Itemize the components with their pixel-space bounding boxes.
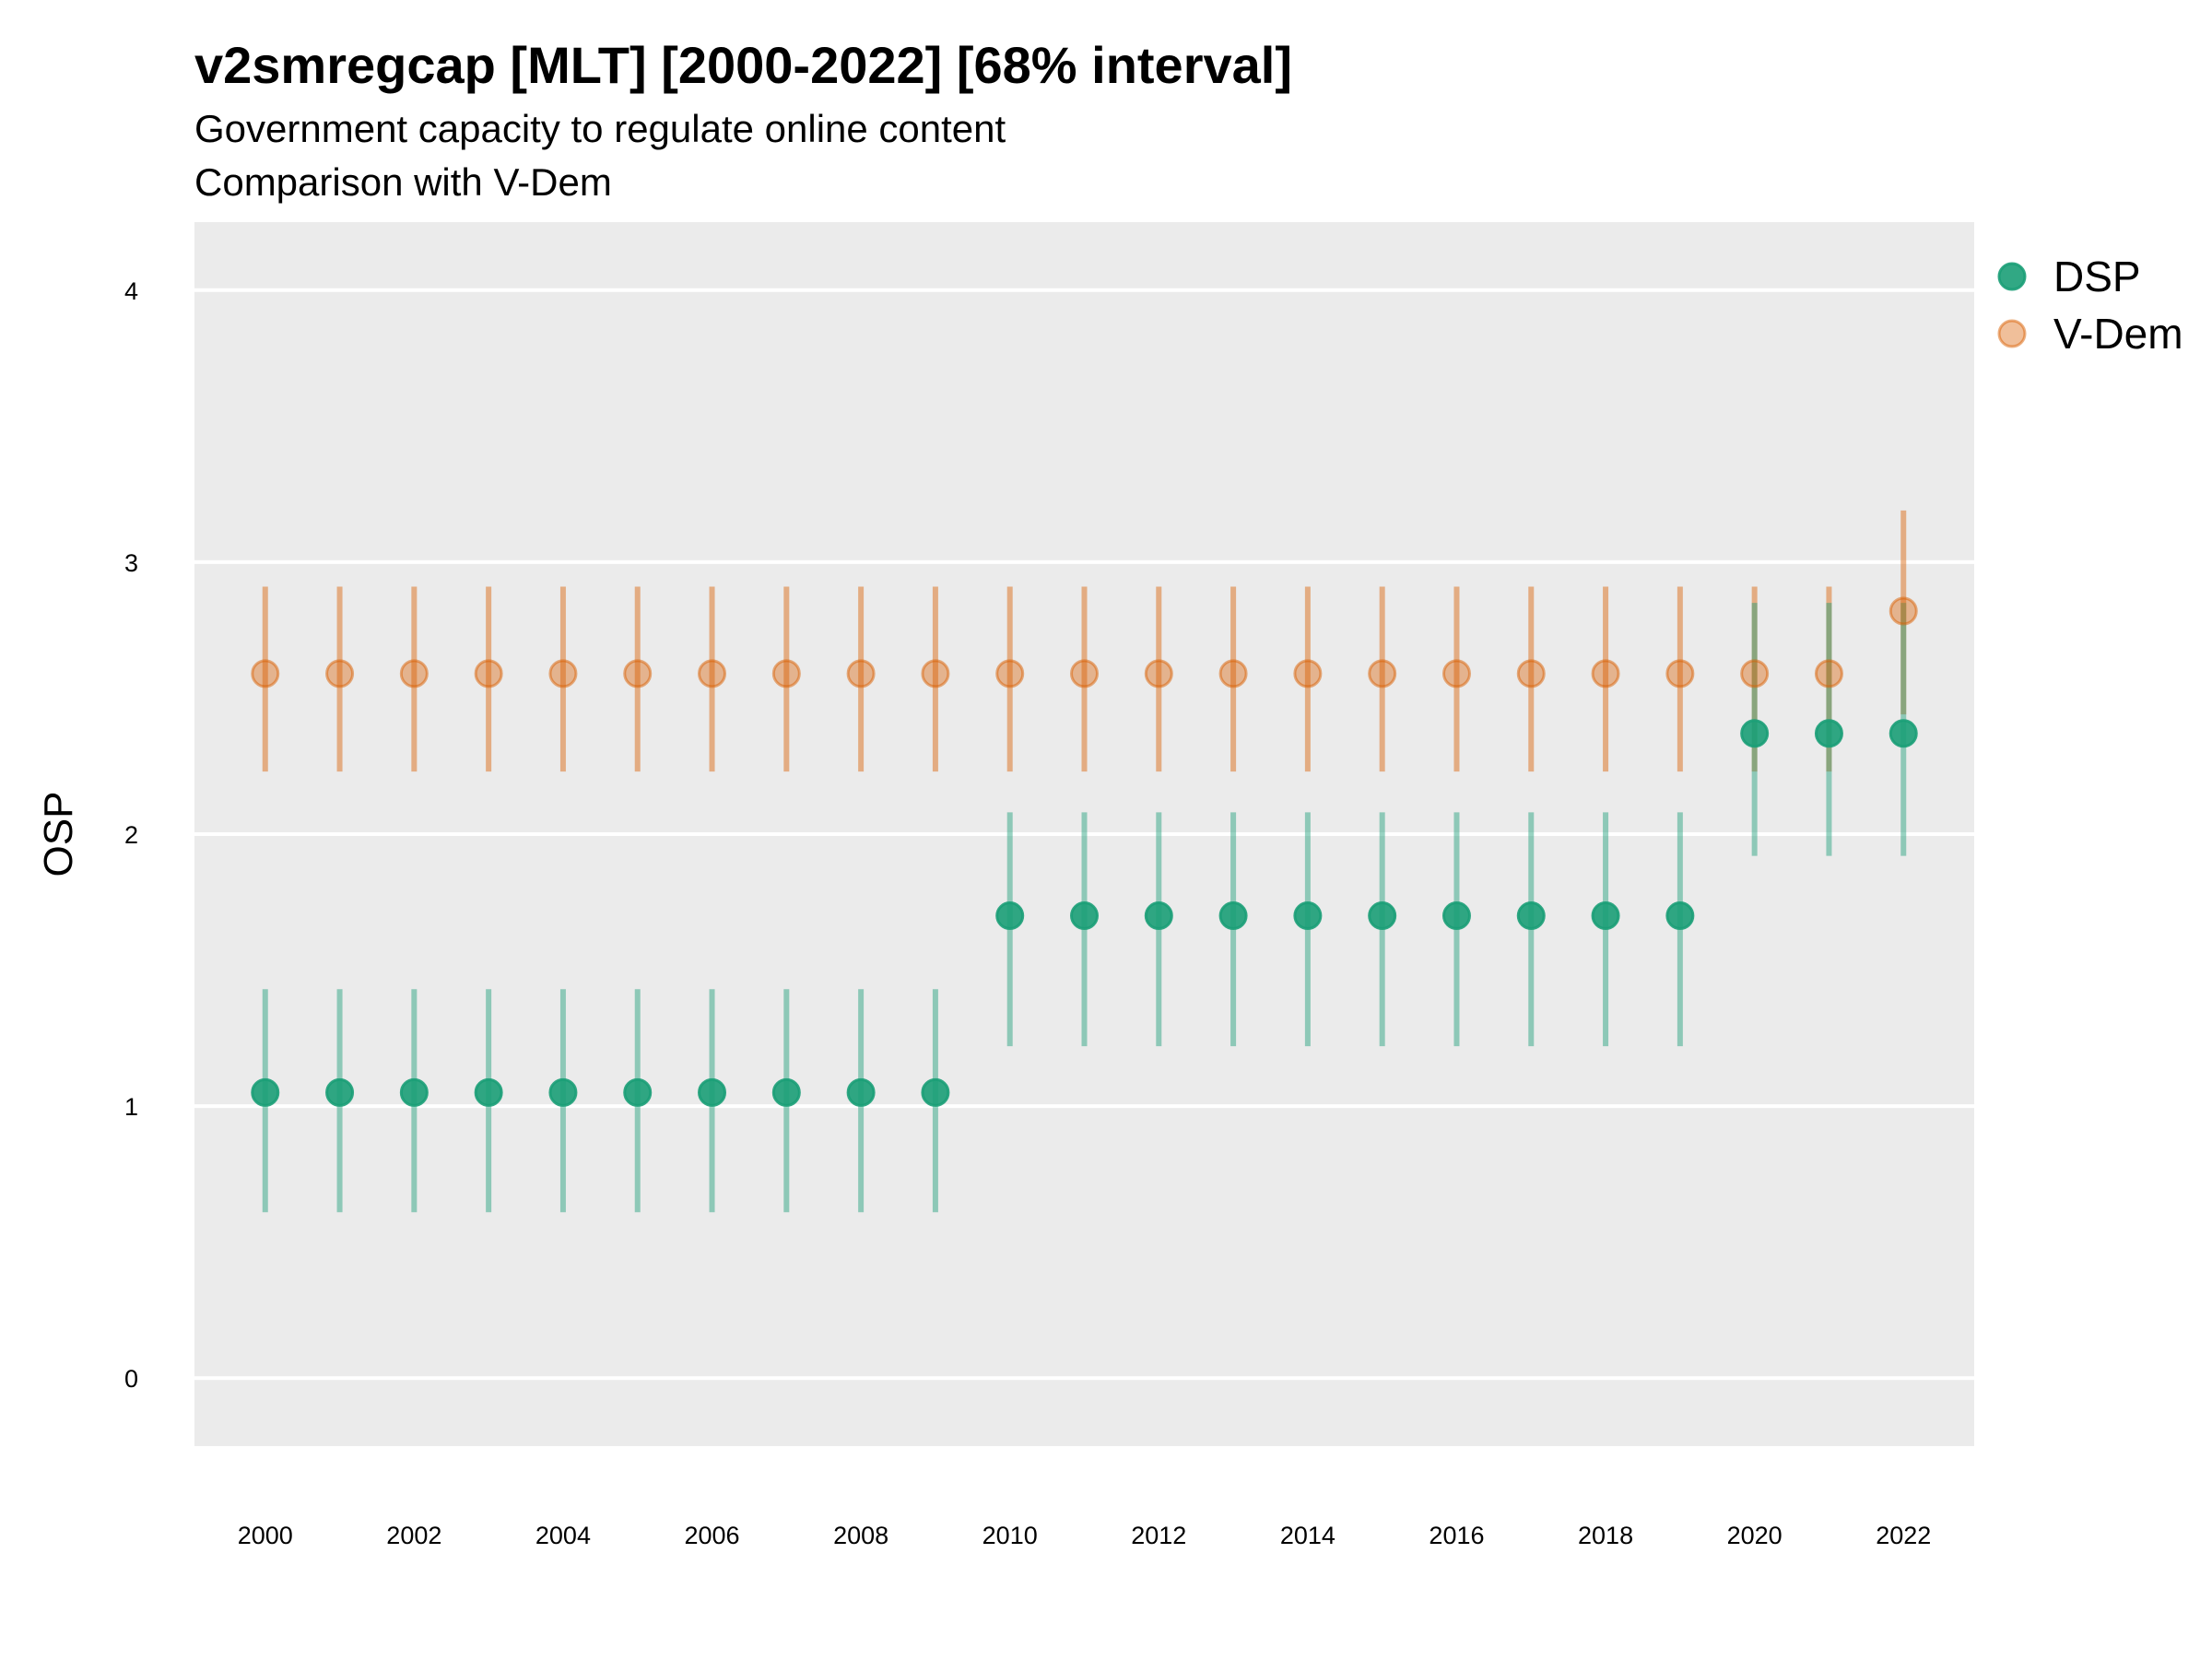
chart-title: v2smregcap [MLT] [2000-2022] [68% interv… bbox=[194, 36, 1292, 94]
data-point bbox=[251, 1077, 280, 1107]
x-tick-label: 2014 bbox=[1280, 1522, 1335, 1549]
data-point bbox=[399, 1077, 429, 1107]
data-point bbox=[698, 659, 727, 688]
data-point bbox=[1441, 901, 1471, 931]
legend-label: V-Dem bbox=[2053, 310, 2183, 358]
data-point bbox=[1218, 659, 1248, 688]
x-tick-label: 2008 bbox=[833, 1522, 888, 1549]
data-point bbox=[623, 1077, 653, 1107]
data-point bbox=[623, 659, 653, 688]
data-point bbox=[1740, 719, 1770, 748]
series-dsp-points bbox=[251, 719, 1918, 1107]
data-point bbox=[474, 659, 503, 688]
data-point bbox=[1591, 901, 1620, 931]
x-tick-label: 2012 bbox=[1131, 1522, 1186, 1549]
data-point bbox=[1665, 901, 1695, 931]
legend-label: DSP bbox=[2053, 253, 2141, 300]
data-point bbox=[1144, 901, 1173, 931]
y-tick-label: 2 bbox=[124, 821, 138, 849]
data-point bbox=[548, 1077, 578, 1107]
data-point bbox=[1591, 659, 1620, 688]
x-tick-label: 2010 bbox=[982, 1522, 1038, 1549]
x-tick-label: 2000 bbox=[238, 1522, 293, 1549]
data-point bbox=[251, 659, 280, 688]
series-v-dem-points bbox=[251, 596, 1918, 688]
y-tick-label: 4 bbox=[124, 277, 138, 305]
data-point bbox=[1218, 901, 1248, 931]
data-point bbox=[771, 1077, 801, 1107]
legend-key bbox=[1997, 262, 2027, 291]
data-point bbox=[325, 1077, 355, 1107]
data-point bbox=[1441, 659, 1471, 688]
data-point bbox=[698, 1077, 727, 1107]
data-point bbox=[1070, 659, 1099, 688]
data-point bbox=[921, 1077, 950, 1107]
data-point bbox=[921, 659, 950, 688]
x-axis-ticks: 2000 2002 2004 2006 2008 2010 2012 2014 2016 2018… bbox=[238, 1522, 1932, 1549]
y-axis-label: OSP bbox=[36, 792, 81, 877]
data-point bbox=[1368, 901, 1397, 931]
data-point bbox=[325, 659, 355, 688]
data-point bbox=[1814, 659, 1843, 688]
x-tick-label: 2006 bbox=[684, 1522, 739, 1549]
data-point bbox=[1070, 901, 1099, 931]
x-tick-label: 2018 bbox=[1578, 1522, 1633, 1549]
data-point bbox=[995, 901, 1025, 931]
y-tick-label: 0 bbox=[124, 1365, 138, 1393]
data-marks bbox=[251, 510, 1918, 1213]
data-point bbox=[1888, 596, 1918, 626]
data-point bbox=[1516, 659, 1546, 688]
data-point bbox=[1665, 659, 1695, 688]
y-axis-ticks: 0 1 2 3 4 bbox=[124, 277, 138, 1393]
data-point bbox=[399, 659, 429, 688]
data-point bbox=[1516, 901, 1546, 931]
chart-subtitle-comparison: Comparison with V-Dem bbox=[194, 160, 612, 204]
x-tick-label: 2016 bbox=[1429, 1522, 1484, 1549]
data-point bbox=[474, 1077, 503, 1107]
data-point bbox=[1814, 719, 1843, 748]
data-point bbox=[1144, 659, 1173, 688]
data-point bbox=[1740, 659, 1770, 688]
chart-subtitle: Government capacity to regulate online c… bbox=[194, 107, 1006, 150]
y-tick-label: 3 bbox=[124, 549, 138, 577]
legend-key bbox=[1997, 319, 2027, 348]
y-tick-label: 1 bbox=[124, 1093, 138, 1121]
data-point bbox=[1293, 901, 1323, 931]
data-point bbox=[771, 659, 801, 688]
data-point bbox=[1368, 659, 1397, 688]
data-point bbox=[1888, 719, 1918, 748]
x-tick-label: 2022 bbox=[1876, 1522, 1931, 1549]
data-point bbox=[846, 659, 876, 688]
data-point bbox=[1293, 659, 1323, 688]
x-tick-label: 2002 bbox=[386, 1522, 441, 1549]
data-point bbox=[548, 659, 578, 688]
data-point bbox=[995, 659, 1025, 688]
x-tick-label: 2020 bbox=[1727, 1522, 1783, 1549]
series-v-dem-intervals bbox=[262, 510, 1907, 772]
legend: DSP V-Dem bbox=[1997, 253, 2183, 358]
x-tick-label: 2004 bbox=[535, 1522, 591, 1549]
data-point bbox=[846, 1077, 876, 1107]
